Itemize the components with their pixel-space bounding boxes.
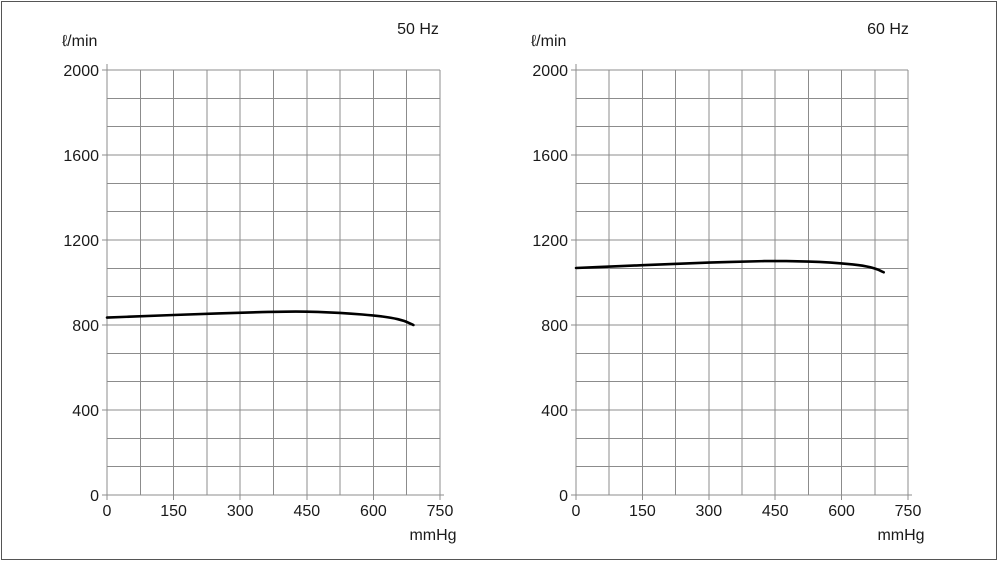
y-tick-label: 0: [559, 488, 568, 505]
x-tick-label: 600: [360, 503, 387, 520]
x-tick-label: 300: [227, 503, 254, 520]
x-tick-label: 600: [828, 503, 855, 520]
x-tick-label: 0: [572, 503, 581, 520]
y-tick-label: 2000: [532, 63, 568, 80]
x-axis-label: mmHg: [409, 527, 456, 544]
x-tick-label: 450: [762, 503, 789, 520]
x-tick-label: 750: [895, 503, 922, 520]
y-tick-label: 1200: [63, 233, 99, 250]
y-tick-label: 400: [541, 403, 568, 420]
series-line: [105, 310, 415, 327]
series-line: [574, 259, 885, 274]
y-tick-label: 2000: [63, 63, 99, 80]
y-tick-label: 400: [72, 403, 99, 420]
y-tick-label: 800: [72, 318, 99, 335]
chart-title: 50 Hz: [397, 21, 439, 38]
y-tick-label: 1200: [532, 233, 568, 250]
y-tick-label: 1600: [63, 148, 99, 165]
x-axis-label: mmHg: [877, 527, 924, 544]
y-tick-label: 1600: [532, 148, 568, 165]
y-tick-label: 0: [90, 488, 99, 505]
y-tick-label: 800: [541, 318, 568, 335]
y-axis-label: ℓ/min: [62, 33, 97, 50]
x-tick-label: 150: [160, 503, 187, 520]
x-tick-label: 300: [695, 503, 722, 520]
x-tick-label: 0: [103, 503, 112, 520]
y-axis-label: ℓ/min: [531, 33, 566, 50]
chart-title: 60 Hz: [867, 21, 909, 38]
x-tick-label: 150: [629, 503, 656, 520]
x-tick-label: 750: [427, 503, 454, 520]
x-tick-label: 450: [293, 503, 320, 520]
